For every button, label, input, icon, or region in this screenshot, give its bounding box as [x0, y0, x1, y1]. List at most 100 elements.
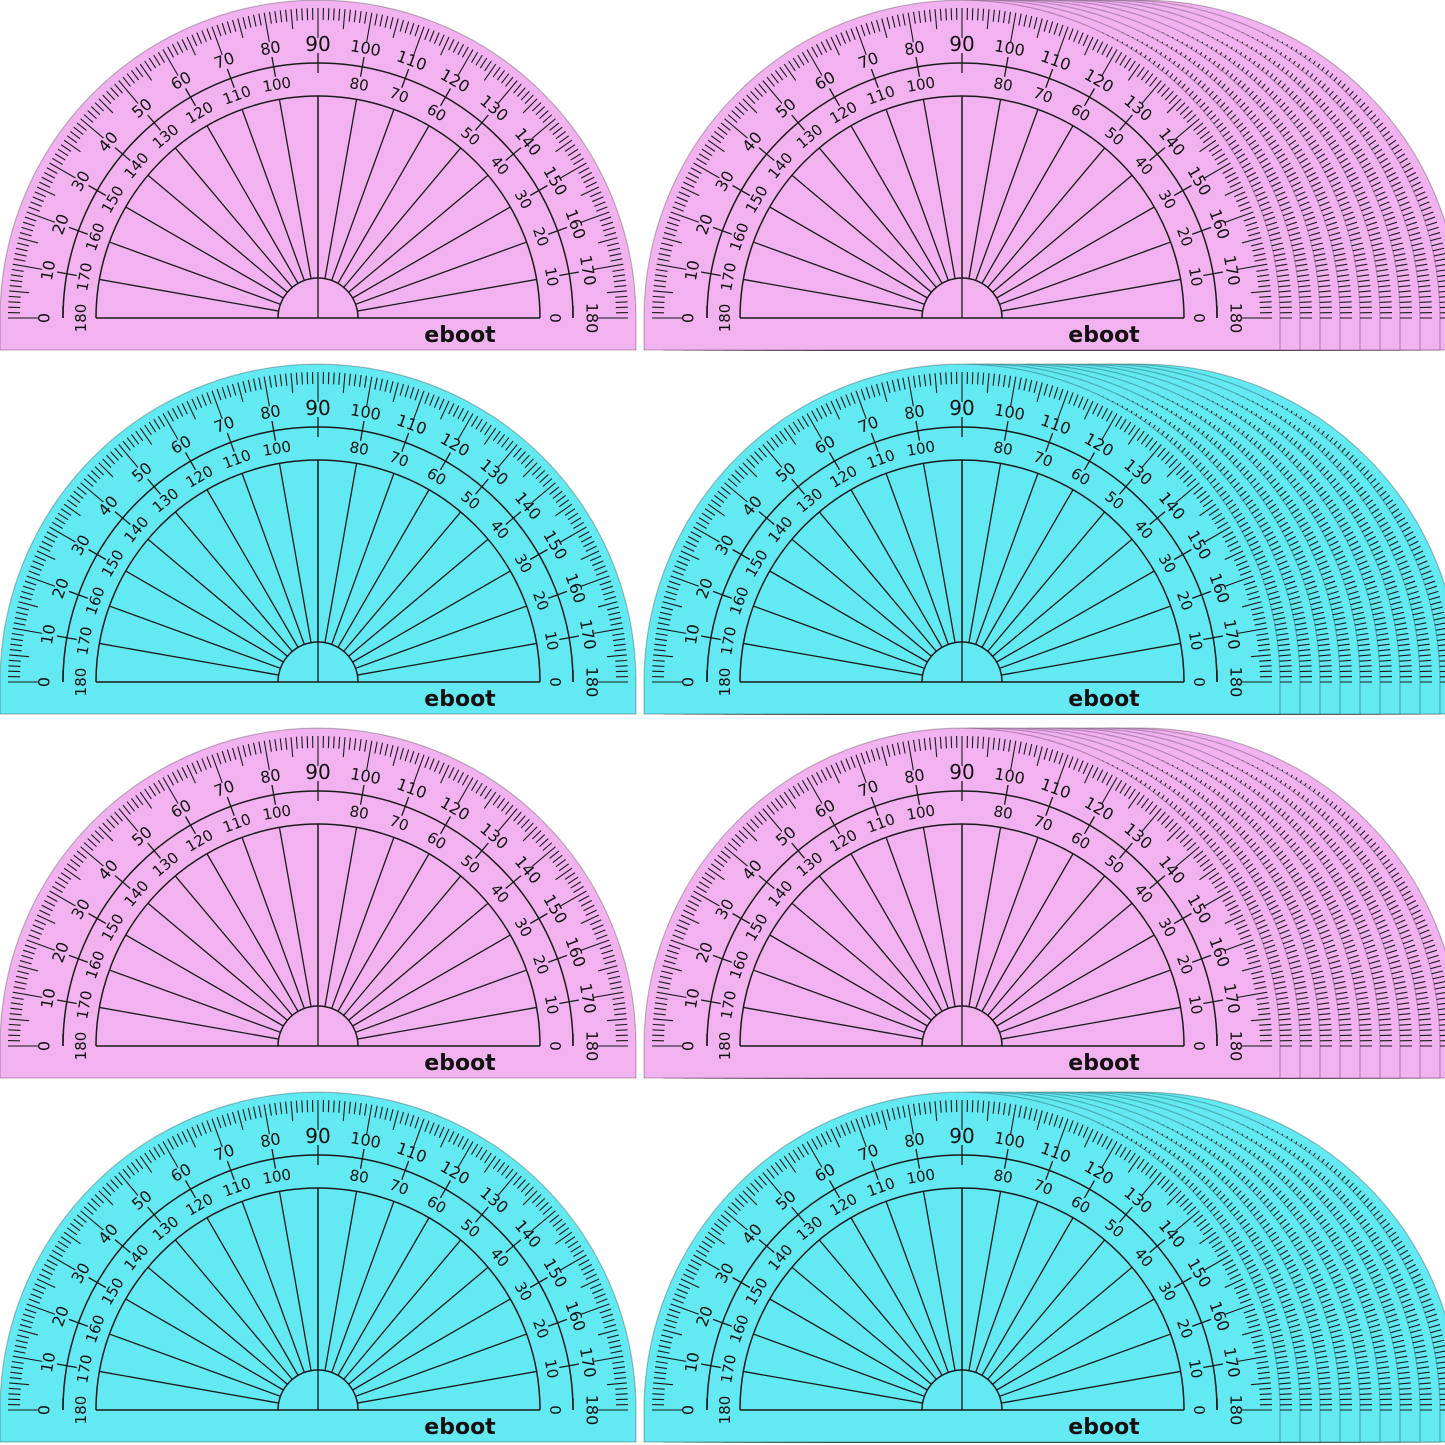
tick-mark [1397, 279, 1410, 283]
tick-mark [186, 36, 196, 56]
tick-mark [578, 167, 590, 175]
tick-mark [483, 63, 497, 81]
radial-line [174, 147, 293, 288]
tick-mark [539, 110, 549, 120]
tick-mark [610, 258, 623, 262]
tick-mark [1254, 191, 1266, 198]
outer-scale-label: 90 [949, 32, 974, 56]
tick-mark [1428, 232, 1441, 237]
tick-mark [274, 10, 278, 23]
tick-mark [24, 216, 37, 222]
tick-mark [564, 144, 576, 152]
tick-mark [122, 76, 131, 87]
tick-mark [567, 148, 579, 157]
tick-mark [1269, 181, 1281, 188]
tick-mark [8, 665, 21, 667]
tick-mark [1340, 206, 1352, 212]
tick-mark [106, 90, 116, 101]
tick-mark [1356, 196, 1368, 203]
tick-mark [1388, 232, 1401, 237]
tick-mark [126, 73, 135, 84]
tick-mark [414, 24, 420, 37]
tick-mark [424, 28, 430, 40]
tick-mark [1325, 221, 1337, 227]
tick-mark [1333, 253, 1346, 257]
tick-mark [1291, 242, 1303, 247]
tick-mark [452, 41, 460, 53]
outer-scale-label: 90 [305, 396, 330, 420]
tick-mark [1418, 285, 1431, 288]
inner-scale-label: 10 [541, 994, 562, 1016]
tick-mark [601, 221, 613, 227]
brand-logo: eboot [1068, 687, 1140, 712]
tick-mark [1358, 201, 1370, 207]
outer-scale-label: 0 [679, 677, 698, 687]
tick-mark [1374, 191, 1386, 198]
tick-mark [1433, 253, 1445, 257]
tick-mark [358, 10, 362, 23]
inner-scale-label: 0 [1190, 313, 1208, 323]
tick-mark [247, 15, 252, 28]
inner-scale-label: 180 [72, 304, 90, 333]
tick-mark [1420, 206, 1432, 212]
tick-mark [1336, 196, 1348, 203]
radial-line [357, 278, 537, 312]
inner-scale-label: 0 [546, 1041, 564, 1051]
tick-mark [338, 8, 341, 21]
tick-mark [1276, 196, 1288, 203]
tick-mark [1259, 301, 1272, 303]
tick-mark [1379, 301, 1392, 303]
tick-mark [505, 76, 514, 87]
tick-mark [1367, 176, 1379, 184]
tick-mark [608, 247, 621, 252]
tick-mark [1296, 268, 1309, 272]
tick-mark [1297, 279, 1310, 283]
tick-mark [171, 44, 179, 56]
tick-mark [102, 94, 112, 105]
tick-mark [1437, 274, 1445, 278]
inner-scale-label: 80 [348, 802, 370, 823]
tick-mark [1437, 280, 1445, 283]
tick-mark [1373, 253, 1386, 257]
outer-scale-label: 80 [259, 765, 282, 787]
radial-line [109, 241, 281, 305]
tick-mark [19, 232, 32, 237]
tick-mark [1286, 226, 1299, 232]
tick-mark [496, 70, 506, 81]
tick-mark [66, 135, 78, 144]
tick-mark [285, 9, 288, 22]
tick-mark [1416, 268, 1429, 272]
tick-mark [366, 12, 373, 43]
tick-mark [532, 118, 556, 139]
tick-mark [1397, 274, 1410, 278]
tick-mark [384, 15, 389, 28]
tick-mark [614, 285, 627, 288]
tick-mark [167, 46, 175, 58]
tick-mark [23, 221, 35, 227]
tick-mark [80, 118, 104, 139]
tick-mark [558, 135, 570, 144]
tick-mark [1386, 226, 1399, 232]
tick-mark [176, 41, 184, 53]
tick-mark [157, 51, 165, 63]
radial-line [241, 109, 305, 281]
tick-mark [83, 114, 94, 123]
tick-mark [1378, 201, 1390, 207]
inner-scale-label: 10 [1185, 266, 1206, 288]
tick-mark [144, 60, 152, 72]
tick-mark [1414, 258, 1427, 262]
tick-mark [1258, 201, 1270, 207]
tick-mark [11, 268, 24, 272]
tick-mark [130, 70, 140, 81]
inner-scale-label: 180 [716, 668, 734, 697]
tick-mark [429, 30, 435, 42]
tick-mark [1349, 181, 1361, 188]
tick-mark [1303, 216, 1316, 222]
tick-mark [60, 144, 72, 152]
tick-mark [1306, 226, 1319, 232]
tick-mark [520, 90, 530, 101]
tick-mark [1354, 258, 1367, 262]
